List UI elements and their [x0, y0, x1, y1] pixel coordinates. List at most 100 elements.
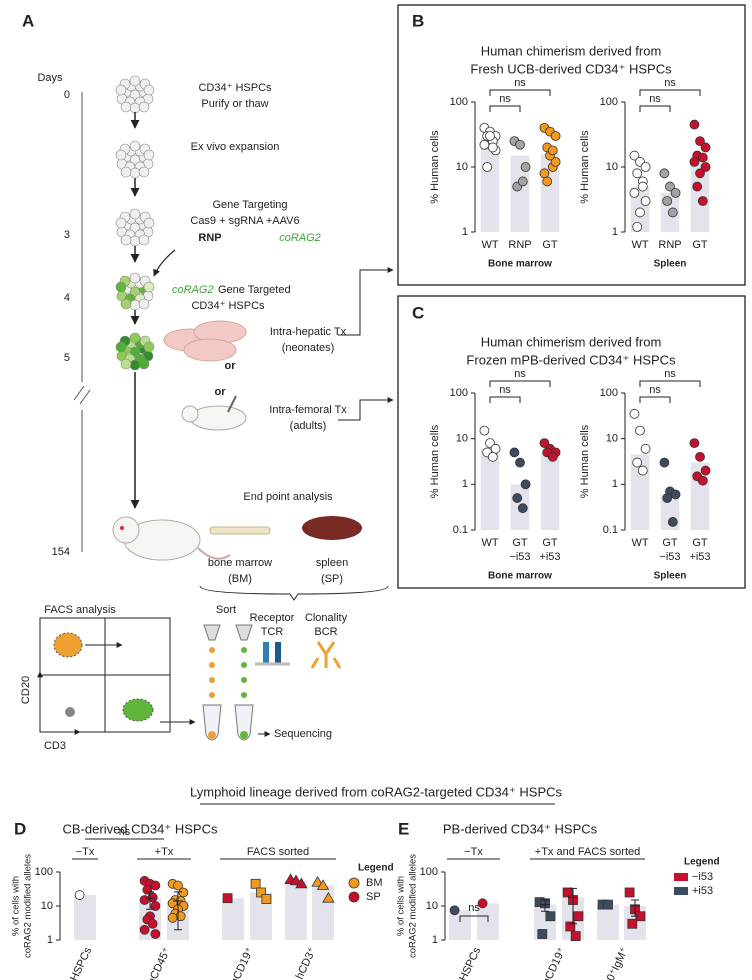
annotation: +Tx and FACS sorted	[535, 846, 640, 858]
chart-title: CB-derived CD34⁺ HSPCs	[63, 821, 218, 836]
data-point	[515, 139, 525, 150]
y-tick-label: 1	[47, 934, 53, 946]
x-tick-label: hCD19⁺	[229, 945, 257, 980]
bar	[510, 155, 530, 232]
data-point	[573, 911, 584, 922]
bracket	[489, 380, 551, 387]
x-tick-sublabel: −i53	[659, 551, 680, 563]
step-label: FACS analysis	[44, 604, 116, 616]
data-point	[520, 162, 531, 172]
section-title: Lymphoid lineage derived from coRAG2-tar…	[190, 784, 562, 799]
data-point	[509, 447, 520, 458]
step-label: Gene Targeting	[212, 199, 287, 211]
droplet	[209, 677, 215, 683]
error-bar	[145, 891, 155, 910]
y-tick-label: 1	[432, 934, 438, 946]
data-point	[167, 912, 178, 923]
data-point	[667, 207, 678, 218]
data-point	[700, 162, 711, 172]
step-label: (adults)	[290, 420, 327, 432]
panel-title: Frozen mPB-derived CD34⁺ HSPCs	[466, 352, 676, 367]
data-point	[632, 457, 643, 468]
data-point	[487, 142, 498, 153]
legend-label: −i53	[692, 871, 713, 883]
error-bar	[173, 891, 183, 931]
legend-swatch	[674, 873, 688, 881]
cell	[129, 102, 141, 114]
bone	[209, 526, 271, 535]
cell	[129, 272, 141, 284]
annotation: ns	[649, 384, 661, 396]
step-label: Intra-femoral Tx	[269, 404, 347, 416]
step-label: Ex vivo expansion	[191, 141, 280, 153]
panel-label: C	[412, 303, 424, 322]
y-axis-label: % Human cells	[429, 424, 441, 498]
droplet	[241, 647, 247, 653]
data-point	[222, 893, 233, 904]
bracket	[639, 105, 671, 112]
data-point	[637, 181, 648, 192]
data-point	[515, 457, 525, 468]
step-label: Clonality	[305, 612, 348, 624]
x-tick-label: WT	[631, 239, 648, 251]
panel-label: D	[14, 819, 26, 838]
data-point	[178, 887, 189, 898]
pellet	[240, 731, 248, 739]
bar	[250, 892, 272, 940]
facs-pop	[122, 698, 154, 722]
step-label: Sequencing	[274, 728, 332, 740]
data-point	[547, 145, 558, 156]
y-tick-label: 10	[606, 433, 618, 445]
data-point	[662, 493, 673, 503]
data-point	[700, 465, 711, 476]
bar	[597, 904, 619, 940]
step-label: Purify or thaw	[201, 98, 268, 110]
annotation: ns	[664, 77, 676, 89]
data-point	[640, 196, 651, 206]
data-point	[139, 924, 150, 935]
data-point	[695, 136, 705, 147]
annotation: FACS sorted	[247, 846, 309, 858]
x-tick-label: WT	[631, 537, 648, 549]
bar	[690, 157, 710, 232]
data-point	[517, 503, 528, 514]
data-point	[689, 119, 700, 130]
x-tick-label: hCD20⁺IgM⁺	[593, 945, 631, 980]
annotation: ns	[514, 368, 526, 380]
chart-title: PB-derived CD34⁺ HSPCs	[443, 821, 598, 836]
cell	[129, 332, 141, 344]
y-tick-label: 10	[456, 161, 468, 173]
annotation: ns	[499, 384, 511, 396]
mouse-eye	[120, 526, 124, 530]
data-point	[697, 196, 708, 206]
data-point	[512, 493, 523, 503]
data-point	[316, 879, 330, 890]
y-tick-label: 0.1	[453, 524, 468, 536]
x-tick-label: WT	[481, 239, 498, 251]
data-point	[632, 168, 643, 179]
annotation: ns	[119, 826, 131, 838]
data-point	[537, 929, 548, 939]
cell	[129, 167, 141, 179]
x-tick-label: GT	[512, 537, 528, 549]
x-tick-label: RNP	[508, 239, 531, 251]
y-tick-label: 0.1	[603, 524, 618, 536]
step-label: CD34⁺ HSPCs	[191, 300, 265, 312]
data-point	[490, 443, 501, 454]
annotation: ns	[499, 93, 511, 105]
data-point	[479, 139, 490, 150]
cell	[120, 234, 132, 246]
droplet	[241, 692, 247, 698]
legend-label: +i53	[692, 885, 713, 897]
data-point	[150, 929, 161, 939]
panel-frame	[397, 4, 746, 286]
x-tick-sublabel: +i53	[539, 551, 560, 563]
panel-title: Human chimerism derived from	[481, 43, 662, 58]
annotation: ns	[514, 77, 526, 89]
panel-title: Human chimerism derived from	[481, 334, 662, 349]
droplet	[209, 662, 215, 668]
y-tick-label: 10	[456, 433, 468, 445]
cell	[129, 75, 141, 87]
data-point	[150, 901, 161, 911]
